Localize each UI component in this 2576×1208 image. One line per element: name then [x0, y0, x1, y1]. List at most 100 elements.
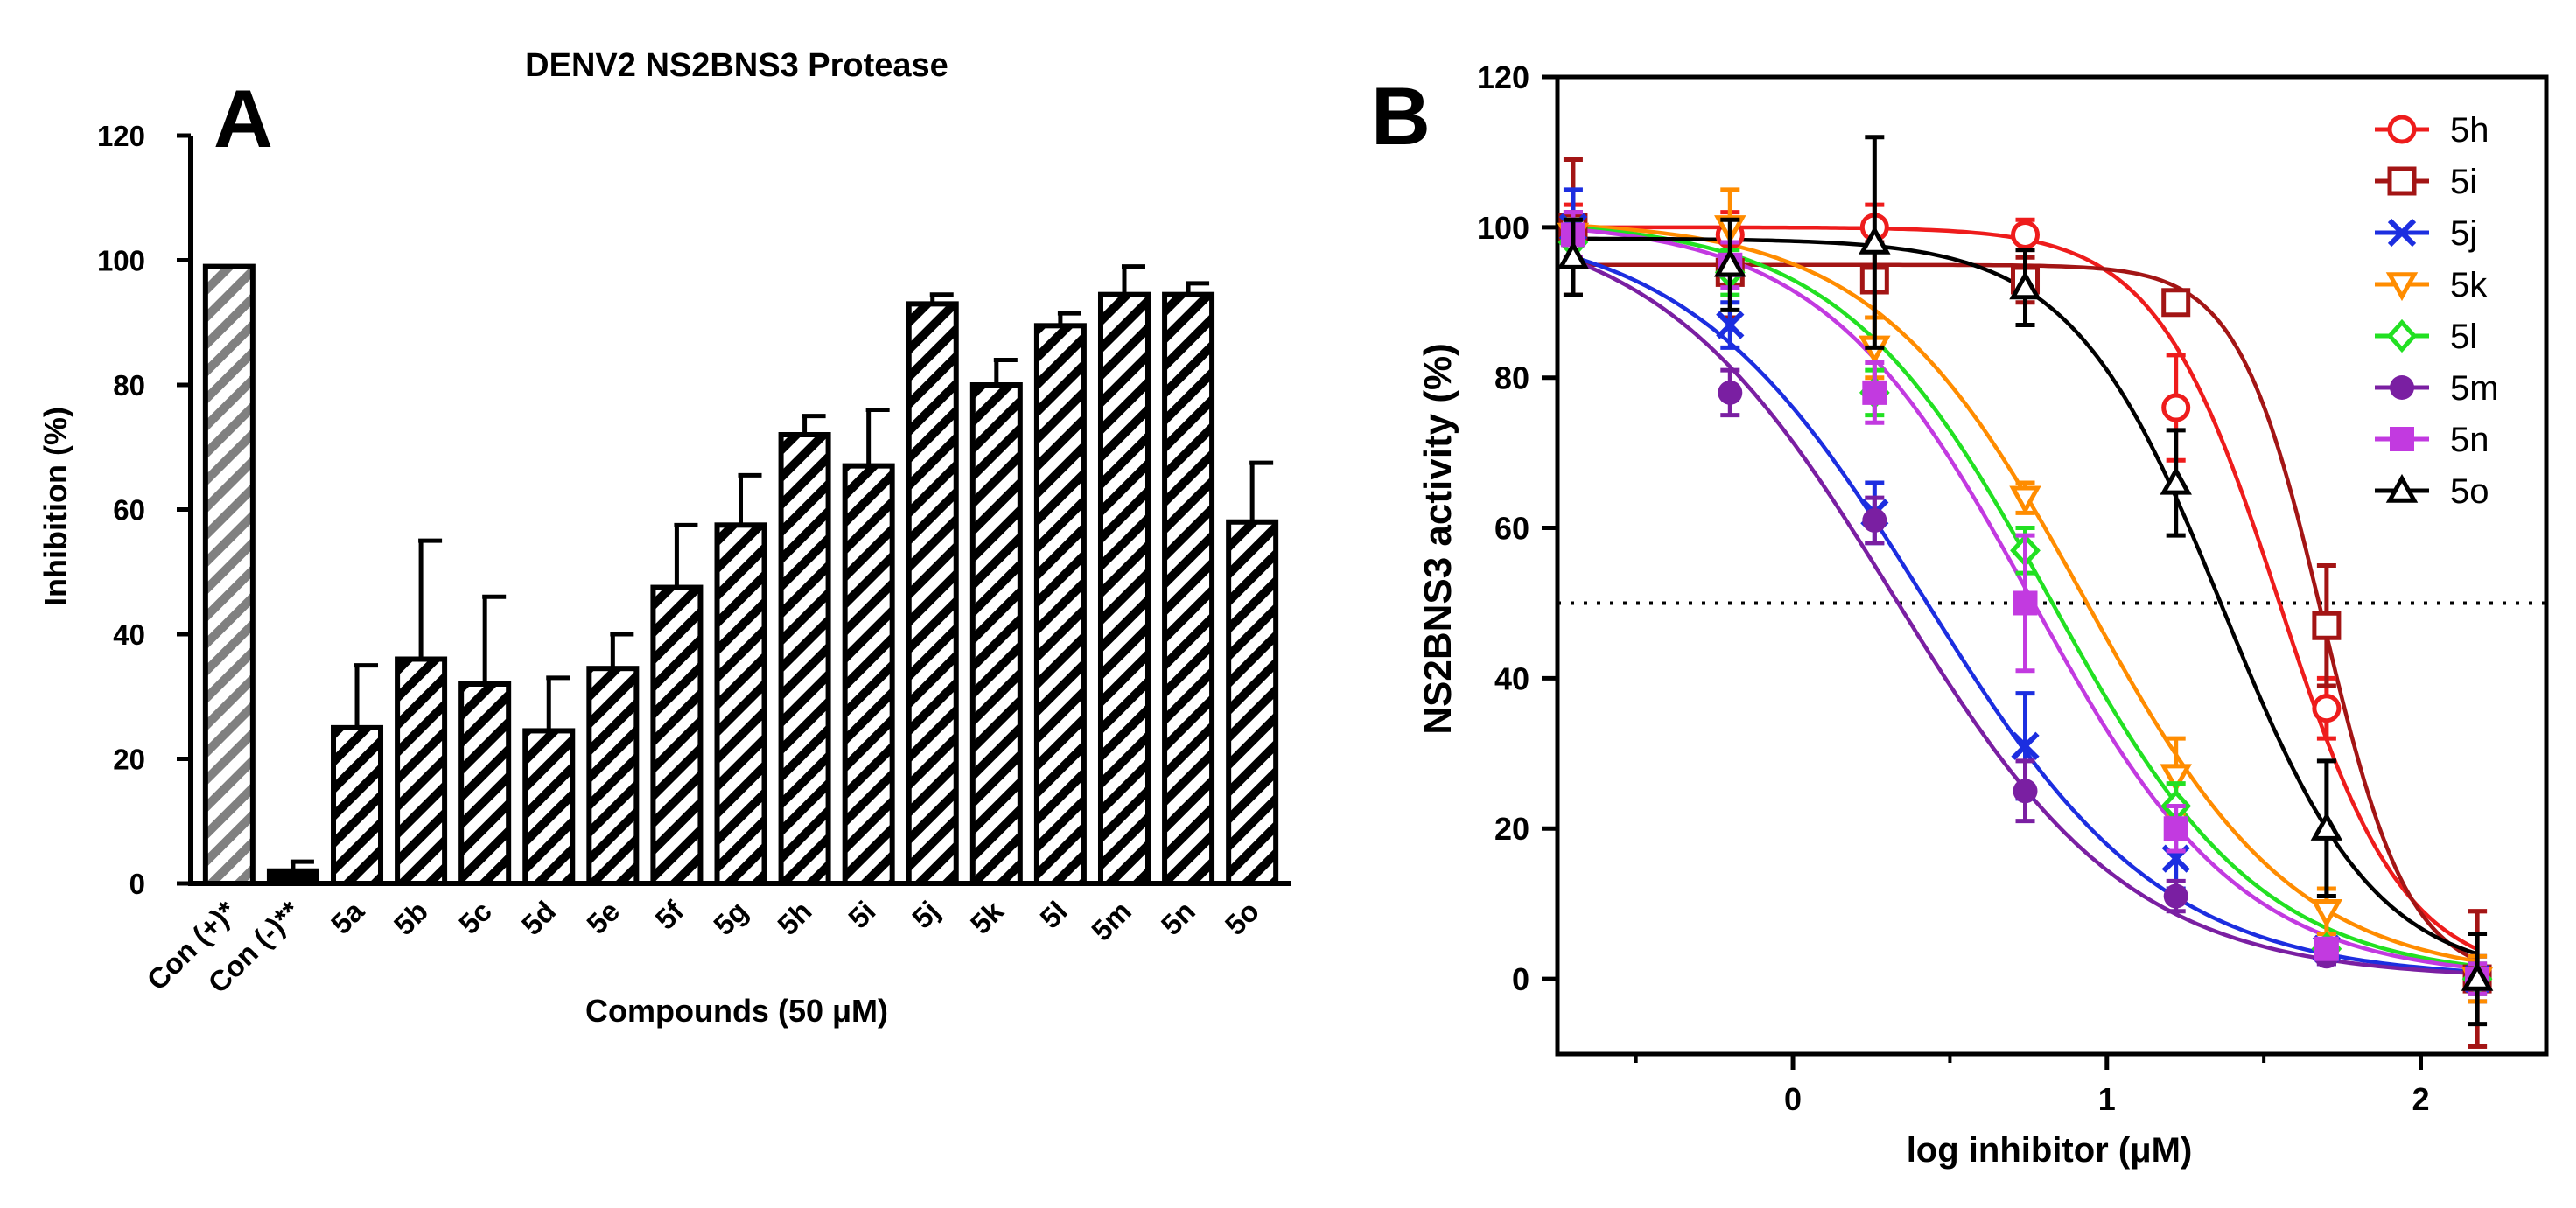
- bar-5f: [650, 584, 704, 886]
- panel-b-label: B: [1371, 70, 1431, 162]
- panel-a-bar-chart: A DENV2 NS2BNS3 Protease Inhibition (%) …: [38, 47, 1291, 1029]
- bar-5g: [714, 522, 767, 886]
- x-tick-label: 5b: [388, 895, 434, 941]
- x-tick-label: 5l: [1033, 895, 1074, 935]
- y-tick-label: 0: [1512, 961, 1530, 997]
- y-tick-label: 120: [97, 120, 145, 152]
- legend-label-5m: 5m: [2450, 369, 2499, 408]
- x-tick-label: 5n: [1155, 895, 1201, 941]
- marker-shape: [2160, 465, 2192, 495]
- point-5o: [2310, 812, 2343, 841]
- point-5n: [2163, 816, 2188, 841]
- legend-marker-5i: [2387, 166, 2417, 196]
- bar-5n: [1162, 291, 1215, 886]
- x-tick-label: 5a: [325, 894, 371, 940]
- x-tick-label: 5d: [515, 895, 562, 941]
- marker-shape: [2161, 288, 2191, 318]
- x-tick-label: 0: [1784, 1081, 1802, 1117]
- x-tick-label: 5i: [842, 895, 882, 935]
- point-5m: [1862, 507, 1887, 533]
- point-5n: [2314, 936, 2339, 961]
- bar-5i: [842, 463, 895, 886]
- panel-b-ticks: 0 20 40 60 80 100 120 0 1 2: [1477, 59, 2430, 1117]
- point-5k: [2310, 899, 2343, 928]
- bar-5a: [331, 724, 384, 886]
- x-tick-label: 5f: [648, 894, 690, 936]
- marker-shape: [2009, 270, 2041, 300]
- point-5k: [2009, 485, 2041, 515]
- marker-shape: [2012, 779, 2038, 804]
- marker-shape: [1718, 380, 1743, 405]
- point-5o: [1714, 248, 1746, 277]
- y-tick-label: 100: [1477, 210, 1530, 246]
- point-5m: [1718, 380, 1743, 405]
- marker-shape: [2390, 375, 2414, 400]
- point-5o: [1858, 225, 1891, 255]
- panel-a-x-tick-labels: Con (+)*Con (-)** 5a 5b 5c 5d 5e 5f 5g 5h 5i 5j 5k 5…: [141, 894, 1266, 999]
- point-5o: [2009, 270, 2041, 300]
- bar-5e: [586, 666, 640, 886]
- x-tick-label: 5g: [707, 895, 753, 941]
- legend-marker-5n: [2390, 427, 2414, 451]
- marker-shape: [2387, 115, 2417, 144]
- plot-frame: [1555, 74, 2549, 1057]
- y-tick-label: 60: [113, 494, 145, 527]
- point-5i: [2161, 288, 2191, 318]
- legend-label-5l: 5l: [2450, 318, 2477, 356]
- x-tick-label: 5e: [580, 895, 626, 940]
- panel-b-legend: 5h 5i 5j 5k 5l 5m 5n 5o: [2375, 111, 2499, 511]
- panel-a-label: A: [214, 73, 273, 164]
- x-tick-label: 5h: [771, 895, 817, 941]
- legend-label-5h: 5h: [2450, 111, 2489, 150]
- point-5k: [2160, 764, 2192, 793]
- legend-label-5k: 5k: [2450, 266, 2488, 304]
- bar-5m: [1097, 291, 1151, 886]
- panel-b-y-axis-label: NS2BNS3 activity (%): [1417, 343, 1460, 734]
- marker-shape: [2385, 272, 2418, 302]
- y-tick-label: 40: [1494, 660, 1530, 696]
- x-tick-label: 5k: [964, 894, 1011, 940]
- bar-5b: [395, 656, 448, 886]
- legend-label-5o: 5o: [2450, 472, 2489, 511]
- bar-5j: [906, 301, 959, 886]
- marker-shape: [2163, 816, 2188, 841]
- marker-shape: [1716, 311, 1745, 339]
- legend-label-5j: 5j: [2450, 214, 2477, 253]
- panel-b-data-points: [1557, 135, 2494, 1049]
- panel-a-axes: [188, 136, 1291, 886]
- x-tick-label: 5m: [1085, 895, 1138, 947]
- point-5j: [1716, 311, 1745, 339]
- y-tick-label: 20: [1494, 811, 1530, 847]
- legend-marker-5o: [2385, 473, 2418, 503]
- bar-5l: [1033, 323, 1087, 886]
- marker-shape: [2012, 590, 2038, 616]
- panel-b-x-axis-label: log inhibitor (μM): [1907, 1131, 2193, 1170]
- point-5h: [2312, 694, 2342, 723]
- panel-a-bars: [202, 263, 1279, 886]
- marker-shape: [2163, 883, 2188, 909]
- marker-shape: [2386, 318, 2418, 353]
- panel-a-title: DENV2 NS2BNS3 Protease: [525, 47, 948, 84]
- panel-b-dose-response-chart: B NS2BNS3 activity (%) log inhibitor (μM…: [1371, 59, 2549, 1170]
- panel-b-frame: [1555, 74, 2549, 1057]
- bar-5o: [1226, 519, 1279, 886]
- marker-shape: [2460, 961, 2494, 991]
- point-5o: [1557, 241, 1590, 269]
- marker-shape: [2387, 218, 2417, 248]
- bar-5k: [970, 382, 1023, 886]
- x-tick-label: 2: [2412, 1081, 2429, 1117]
- marker-shape: [2011, 220, 2040, 249]
- legend-marker-5l: [2386, 318, 2418, 353]
- y-tick-label: 40: [113, 618, 145, 651]
- point-5o: [2460, 961, 2494, 991]
- x-tick-label: 5o: [1219, 895, 1265, 941]
- marker-shape: [1714, 248, 1746, 277]
- point-5n: [1862, 380, 1887, 405]
- marker-shape: [2009, 485, 2041, 515]
- y-tick-label: 60: [1494, 511, 1530, 547]
- bar-5h: [778, 432, 831, 886]
- marker-shape: [2312, 694, 2342, 723]
- x-tick-label: 5j: [906, 895, 946, 935]
- y-tick-label: 100: [97, 245, 145, 277]
